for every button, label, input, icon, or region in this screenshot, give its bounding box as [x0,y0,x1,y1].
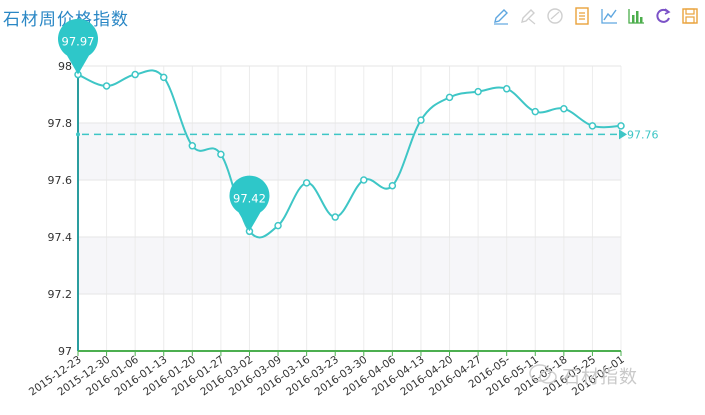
watermark-text: 石材指数 [562,367,638,388]
max-marker-label: 97.97 [62,35,95,49]
data-point[interactable] [302,179,311,187]
data-point[interactable] [502,85,511,93]
grid-band [78,237,621,294]
series-line [77,69,622,239]
y-tick-label: 97.6 [48,174,73,187]
y-tick-label: 97.8 [48,117,73,130]
data-point[interactable] [159,73,168,82]
line-chart-icon[interactable] [599,6,619,26]
bar-chart-icon[interactable] [626,6,646,26]
y-tick-label: 97 [58,345,72,358]
data-point[interactable] [188,142,197,150]
undo-mark-icon[interactable] [518,6,538,26]
average-line-label: 97.76 [627,128,659,141]
data-point[interactable] [617,122,625,130]
min-marker-pin [229,175,270,232]
data-point[interactable] [588,122,597,130]
y-tick-label: 97.4 [48,231,73,244]
data-point[interactable] [131,70,139,79]
data-point[interactable] [417,116,425,124]
average-line-start [76,132,80,137]
data-point[interactable] [331,213,339,221]
clear-mark-icon[interactable] [545,6,565,26]
data-point[interactable] [445,93,454,102]
min-marker-label: 97.42 [233,191,266,205]
chart-title: 石材周价格指数 [3,10,129,30]
save-image-icon[interactable] [680,6,700,26]
mark-pen-icon[interactable] [491,6,511,26]
data-point[interactable] [560,105,568,113]
wechat-icon [529,364,557,384]
data-point[interactable] [274,221,282,230]
y-tick-label: 97.2 [48,288,73,301]
data-point[interactable] [360,176,368,184]
grid-band [78,123,621,180]
data-point[interactable] [102,82,111,90]
data-view-icon[interactable] [572,6,592,26]
data-point[interactable] [388,181,397,190]
max-marker-pin [57,18,98,75]
data-point[interactable] [474,87,482,96]
average-line-arrow [619,129,627,140]
restore-icon[interactable] [653,6,673,26]
data-point[interactable] [217,150,225,159]
y-tick-label: 98 [58,60,72,73]
data-point[interactable] [531,107,540,116]
